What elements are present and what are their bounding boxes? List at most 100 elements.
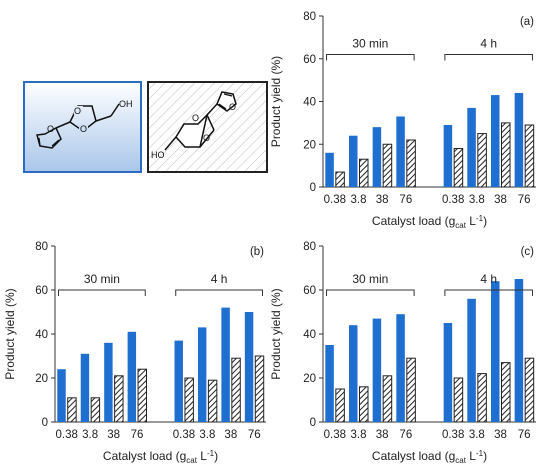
- bar-s1-1: [359, 386, 369, 423]
- bar-s0-6: [490, 281, 500, 422]
- group-label: 4 h: [480, 36, 497, 50]
- group-label: 30 min: [84, 272, 120, 286]
- structure-dioxolane: O O O OH: [23, 81, 142, 173]
- x-tick-label: 76: [399, 194, 412, 206]
- bar-s1-5: [477, 133, 487, 188]
- y-tick-label: 60: [303, 285, 316, 297]
- y-axis-title: Product yield (%): [269, 288, 283, 379]
- bar-s0-4: [443, 323, 453, 422]
- bar-s1-2: [382, 143, 393, 188]
- y-tick-label: 40: [303, 329, 316, 341]
- panel-label: (a): [520, 16, 534, 28]
- x-axis-title-part-2: L: [466, 214, 476, 228]
- x-axis-title: Catalyst load (gcat L-1): [372, 214, 487, 230]
- chart-panel-0: 0 20 40 60 80 0.38 3.8 38 76 0.38 3.8 38 76 30 min 4 h…: [269, 11, 536, 230]
- group-bracket: [444, 53, 533, 61]
- x-axis-title-part-2: L: [197, 449, 207, 463]
- x-axis-title-part-1: cat: [186, 456, 197, 465]
- x-axis-title: Catalyst load (gcat L-1): [372, 449, 487, 465]
- ring-oxygen-d: O: [203, 133, 210, 143]
- bar-s0-5: [467, 107, 476, 187]
- bar-s1-1: [90, 397, 101, 423]
- y-tick-label: 0: [42, 417, 48, 429]
- group-bracket: [175, 289, 263, 296]
- x-tick-label: 38: [494, 194, 507, 206]
- x-tick-label: 76: [131, 429, 144, 441]
- x-axis-title-part-4: ): [483, 449, 487, 463]
- bar-s1-4: [453, 377, 464, 423]
- x-axis-title-part-1: cat: [455, 221, 466, 230]
- structure-dioxane: O O O HO: [147, 81, 268, 173]
- x-axis-title: Catalyst load (gcat L-1): [103, 449, 218, 465]
- bar-s1-4: [184, 377, 194, 423]
- x-tick-label: 0.38: [173, 429, 195, 441]
- hydroxyl-label-2: HO: [151, 150, 165, 160]
- group-bracket: [58, 289, 146, 296]
- y-tick-label: 20: [303, 139, 316, 151]
- x-tick-label: 76: [518, 429, 531, 441]
- y-tick-label: 60: [303, 54, 316, 66]
- bar-s1-6: [501, 362, 511, 423]
- x-tick-label: 76: [399, 429, 412, 441]
- ring-oxygen-c: O: [192, 113, 199, 123]
- furan-oxygen-2: O: [229, 102, 236, 112]
- bar-s0-7: [514, 92, 524, 187]
- y-axis-title: Product yield (%): [3, 288, 17, 379]
- bar-s0-3: [127, 331, 137, 422]
- x-tick-label: 3.8: [82, 429, 98, 441]
- bar-s0-1: [348, 325, 358, 422]
- bar-s1-3: [406, 357, 416, 423]
- bar-s1-6: [501, 122, 511, 188]
- bar-s1-1: [359, 158, 369, 188]
- bar-s1-3: [137, 368, 147, 423]
- y-tick-label: 80: [303, 11, 316, 23]
- x-tick-label: 38: [376, 194, 389, 206]
- group-label: 30 min: [352, 272, 388, 286]
- x-axis-title-part-4: ): [214, 449, 218, 463]
- chart-panel-1: 0 20 40 60 80 0.38 3.8 38 76 0.38 3.8 38 76 30 min 4 h…: [3, 241, 266, 465]
- bar-s0-0: [325, 152, 334, 187]
- x-axis-title-part-1: cat: [455, 456, 466, 465]
- y-tick-label: 40: [303, 97, 316, 109]
- group-label: 30 min: [352, 36, 388, 50]
- x-tick-label: 38: [494, 429, 507, 441]
- bar-s0-4: [174, 340, 183, 422]
- group-label: 4 h: [211, 272, 228, 286]
- group-bracket: [444, 289, 533, 296]
- bar-s0-2: [372, 318, 382, 422]
- bar-s0-0: [57, 369, 66, 422]
- bar-s0-6: [490, 95, 500, 187]
- x-tick-label: 3.8: [351, 194, 367, 206]
- group-label: 4 h: [480, 272, 497, 286]
- x-tick-label: 76: [518, 194, 531, 206]
- furan-oxygen-1: O: [47, 124, 54, 134]
- x-axis-title-part-0: Catalyst load (g: [103, 449, 186, 463]
- hydroxyl-label-1: OH: [119, 99, 133, 109]
- bar-s1-3: [406, 139, 416, 188]
- bar-s1-0: [335, 388, 345, 423]
- x-tick-label: 0.38: [442, 194, 464, 206]
- bar-s1-2: [382, 375, 393, 423]
- bar-s0-3: [396, 314, 405, 422]
- bar-s0-1: [348, 135, 358, 187]
- y-tick-label: 80: [35, 241, 48, 253]
- x-tick-label: 0.38: [442, 429, 464, 441]
- x-tick-label: 38: [224, 429, 237, 441]
- x-axis-title-part-3: -1: [207, 449, 215, 458]
- bar-s0-1: [80, 353, 90, 422]
- panel-label: (b): [250, 246, 264, 258]
- bar-s1-7: [254, 355, 265, 423]
- bar-s0-5: [197, 327, 207, 422]
- y-tick-label: 0: [310, 182, 316, 194]
- bar-s1-7: [524, 357, 535, 423]
- bar-s0-2: [372, 127, 382, 187]
- y-tick-label: 80: [303, 241, 316, 253]
- group-bracket: [326, 289, 415, 296]
- group-bracket: [326, 53, 415, 61]
- x-tick-label: 3.8: [469, 429, 485, 441]
- bar-s0-7: [514, 279, 524, 422]
- x-axis-title-part-0: Catalyst load (g: [372, 214, 455, 228]
- y-tick-label: 20: [35, 373, 48, 385]
- x-tick-label: 3.8: [469, 194, 485, 206]
